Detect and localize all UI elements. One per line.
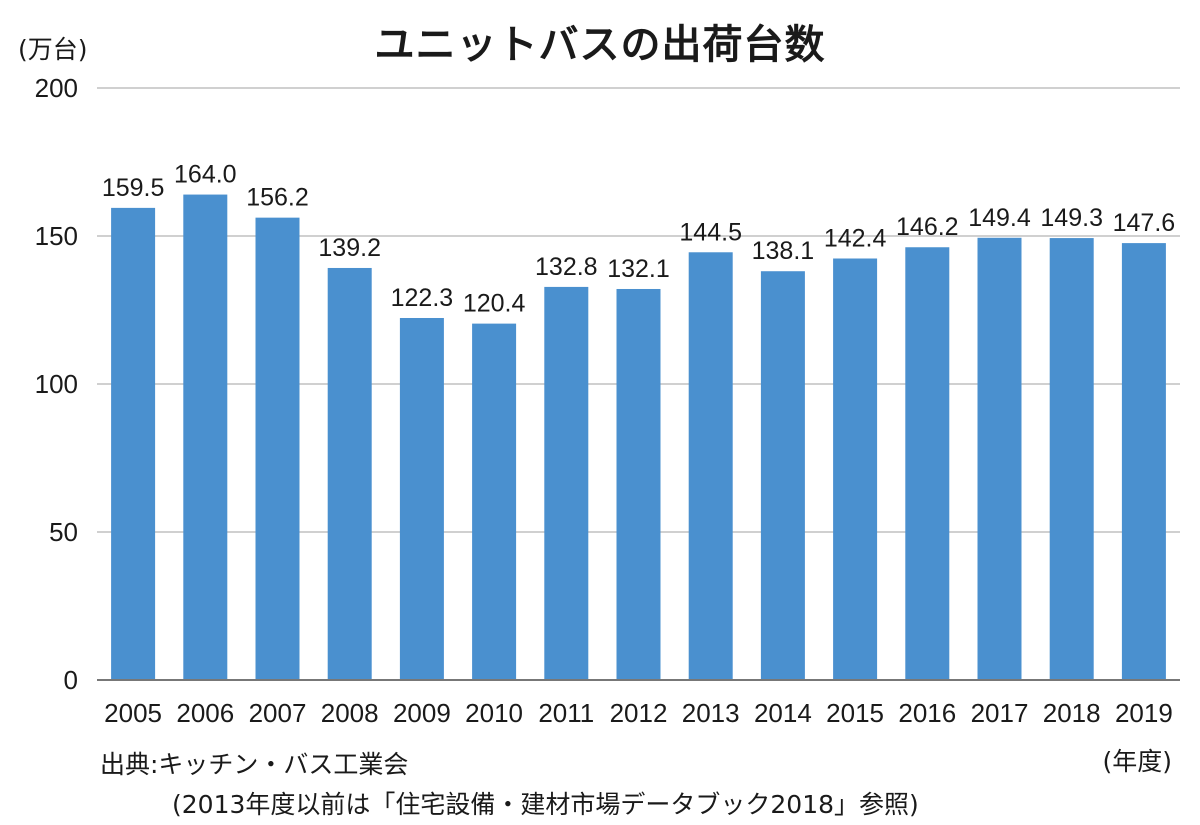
x-tick-label: 2010	[465, 698, 523, 728]
x-tick-label: 2011	[538, 698, 594, 728]
x-tick-label: 2018	[1043, 698, 1101, 728]
x-tick-label: 2006	[176, 698, 234, 728]
bar	[616, 288, 661, 680]
bar	[688, 252, 733, 680]
bar-value-label: 146.2	[896, 213, 959, 241]
x-axis-unit-label: (年度)	[1102, 747, 1172, 776]
bar	[1121, 243, 1166, 680]
x-tick-label: 2017	[971, 698, 1029, 728]
y-axis-unit-label: (万台)	[18, 35, 88, 64]
bar-value-label: 122.3	[391, 284, 454, 312]
bar-value-label: 138.1	[752, 237, 815, 265]
bar-value-label: 159.5	[102, 174, 165, 202]
x-tick-label: 2019	[1115, 698, 1173, 728]
bar	[1049, 238, 1094, 680]
bar	[472, 323, 517, 680]
bar-value-label: 132.1	[607, 255, 670, 283]
bar	[327, 267, 372, 680]
bar-value-label: 142.4	[824, 224, 887, 252]
bar	[905, 247, 950, 681]
y-tick-label: 200	[35, 73, 78, 103]
x-tick-label: 2015	[826, 698, 884, 728]
bar	[183, 194, 228, 680]
bar-value-label: 149.3	[1040, 204, 1103, 232]
source-citation: 出典:キッチン・バス工業会	[100, 750, 409, 779]
x-tick-label: 2008	[321, 698, 379, 728]
y-tick-label: 50	[49, 517, 78, 547]
bar-value-label: 164.0	[174, 161, 237, 189]
bar	[977, 237, 1022, 680]
y-tick-label: 100	[35, 369, 78, 399]
x-tick-label: 2016	[898, 698, 956, 728]
bar	[544, 286, 589, 680]
bar	[111, 207, 156, 680]
bar-value-label: 156.2	[246, 184, 309, 212]
y-tick-label: 150	[35, 221, 78, 251]
x-tick-label: 2013	[682, 698, 740, 728]
bar	[833, 258, 878, 680]
x-tick-label: 2005	[104, 698, 162, 728]
bar-value-label: 144.5	[679, 218, 742, 246]
x-tick-label: 2009	[393, 698, 451, 728]
bar	[760, 271, 805, 680]
source-note: (2013年度以前は「住宅設備・建材市場データブック2018」参照)	[172, 790, 919, 819]
bar	[399, 317, 444, 680]
bar	[255, 217, 300, 680]
x-tick-label: 2012	[610, 698, 668, 728]
chart-title: ユニットバスの出荷台数	[374, 22, 826, 68]
bar-value-label: 149.4	[968, 204, 1031, 232]
bar-value-label: 132.8	[535, 253, 598, 281]
bar-value-label: 120.4	[463, 290, 526, 318]
x-tick-label: 2014	[754, 698, 812, 728]
x-tick-label: 2007	[249, 698, 307, 728]
y-tick-label: 0	[64, 665, 78, 695]
bar-value-label: 139.2	[318, 234, 381, 262]
bar-value-label: 147.6	[1113, 209, 1176, 237]
